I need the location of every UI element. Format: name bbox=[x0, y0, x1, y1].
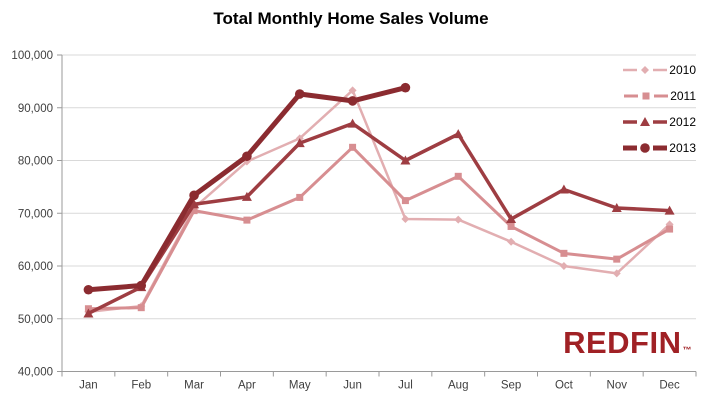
y-tick-label: 90,000 bbox=[18, 103, 53, 115]
x-tick-label: Sep bbox=[501, 380, 521, 392]
x-tick-label: Nov bbox=[607, 380, 628, 392]
legend-label: 2012 bbox=[669, 115, 696, 129]
axes bbox=[57, 54, 697, 377]
legend-swatch-triangle-marker bbox=[623, 117, 668, 126]
x-tick-label: Jul bbox=[398, 380, 413, 392]
legend-label: 2011 bbox=[670, 89, 696, 103]
series-2012 bbox=[86, 121, 672, 316]
trademark-symbol: ™ bbox=[682, 345, 692, 355]
x-tick-label: Jun bbox=[343, 380, 362, 392]
series-line-2012 bbox=[86, 121, 672, 316]
y-tick-label: 100,000 bbox=[11, 50, 53, 62]
y-tick-label: 70,000 bbox=[18, 208, 53, 220]
y-tick-label: 40,000 bbox=[18, 367, 53, 379]
x-tick-label: May bbox=[289, 380, 311, 392]
x-tick-label: Aug bbox=[448, 380, 468, 392]
x-tick-labels: Jan Feb Mar Apr May Jun Jul Aug Sep Oct Nov Dec bbox=[79, 380, 680, 392]
series-line-2013 bbox=[85, 85, 408, 293]
series-2013 bbox=[85, 85, 408, 293]
y-tick-label: 50,000 bbox=[18, 314, 53, 326]
legend-swatch-square-marker bbox=[624, 92, 669, 100]
y-tick-label: 80,000 bbox=[18, 156, 53, 168]
y-tick-label: 60,000 bbox=[18, 261, 53, 273]
series-2010 bbox=[87, 89, 671, 314]
legend-label: 2010 bbox=[669, 63, 696, 77]
y-tick-labels: 40,000 50,000 60,000 70,000 80,000 90,000 100,… bbox=[11, 50, 53, 379]
x-tick-label: Mar bbox=[184, 380, 204, 392]
legend-label: 2013 bbox=[669, 141, 696, 155]
y-gridlines bbox=[62, 54, 696, 320]
chart-title: Total Monthly Home Sales Volume bbox=[213, 9, 489, 28]
legend-swatch-circle-marker bbox=[623, 143, 668, 153]
legend-swatch-diamond-marker bbox=[623, 66, 668, 74]
series-2011 bbox=[86, 145, 672, 311]
series-markers-2010 bbox=[84, 86, 674, 316]
series-markers-2012 bbox=[83, 118, 675, 318]
legend-item-2012: 2012 bbox=[622, 109, 696, 135]
series-line-2011 bbox=[86, 145, 672, 311]
redfin-logo: REDFIN™ bbox=[563, 327, 692, 358]
series-markers-2013 bbox=[83, 82, 411, 295]
legend: 2010 2011 2012 2013 bbox=[622, 57, 696, 161]
legend-item-2011: 2011 bbox=[622, 83, 696, 109]
series-line-2010 bbox=[87, 89, 671, 314]
legend-item-2010: 2010 bbox=[622, 57, 696, 83]
redfin-logo-text: REDFIN bbox=[563, 325, 682, 360]
x-tick-label: Dec bbox=[659, 380, 680, 392]
legend-item-2013: 2013 bbox=[622, 135, 696, 161]
x-tick-label: Jan bbox=[79, 380, 98, 392]
x-tick-label: Apr bbox=[238, 380, 256, 392]
x-tick-label: Oct bbox=[555, 380, 574, 392]
x-tick-label: Feb bbox=[131, 380, 151, 392]
